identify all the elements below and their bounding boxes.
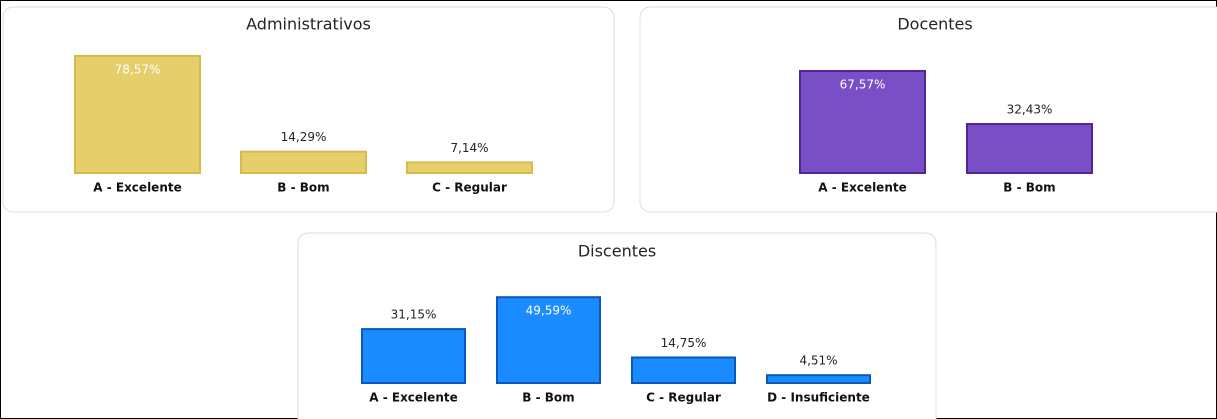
chart-title: Discentes bbox=[578, 242, 656, 261]
data-label: 4,51% bbox=[799, 354, 837, 368]
category-label: C - Regular bbox=[432, 181, 507, 195]
category-label: B - Bom bbox=[277, 181, 329, 195]
category-label: A - Excelente bbox=[93, 181, 181, 195]
bar bbox=[406, 161, 533, 175]
data-label: 78,57% bbox=[115, 62, 161, 76]
bar bbox=[240, 150, 367, 174]
chart-title: Docentes bbox=[897, 15, 972, 34]
data-label: 14,75% bbox=[661, 336, 707, 350]
bar bbox=[361, 328, 466, 385]
category-label: B - Bom bbox=[1003, 181, 1055, 195]
data-label: 49,59% bbox=[526, 304, 572, 318]
category-label: A - Excelente bbox=[369, 391, 457, 405]
data-label: 67,57% bbox=[840, 77, 886, 91]
data-label: 7,14% bbox=[450, 141, 488, 155]
data-label: 14,29% bbox=[281, 130, 327, 144]
data-label: 31,15% bbox=[391, 308, 437, 322]
category-label: B - Bom bbox=[522, 391, 574, 405]
bar bbox=[496, 296, 601, 384]
category-label: A - Excelente bbox=[818, 181, 906, 195]
bar bbox=[766, 374, 871, 384]
category-label: D - Insuficiente bbox=[767, 391, 870, 405]
bar bbox=[966, 123, 1093, 174]
chart-title: Administrativos bbox=[246, 15, 371, 34]
category-label: C - Regular bbox=[646, 391, 721, 405]
panel bbox=[639, 6, 1217, 213]
bar bbox=[799, 69, 926, 174]
bar bbox=[631, 356, 736, 385]
data-label: 32,43% bbox=[1007, 103, 1053, 117]
bar bbox=[74, 54, 201, 174]
